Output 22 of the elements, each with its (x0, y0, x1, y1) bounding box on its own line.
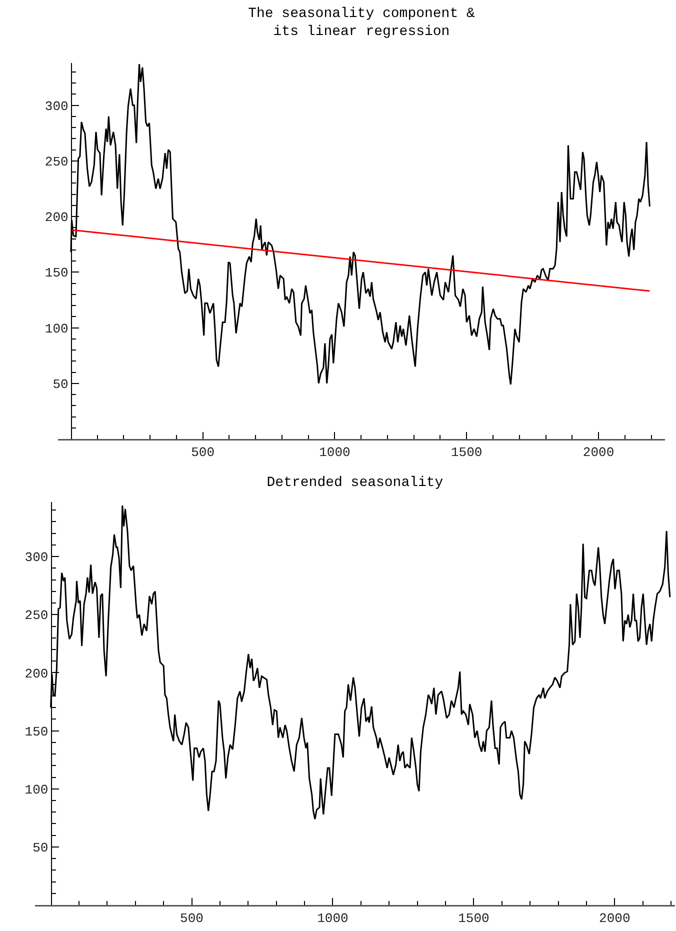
x-tick-label: 1000 (319, 445, 350, 460)
y-tick-label: 300 (44, 98, 68, 114)
y-tick-label: 250 (24, 608, 48, 624)
y-tick-label: 100 (44, 321, 68, 336)
y-tick-label: 150 (24, 724, 48, 740)
x-tick-label: 2000 (582, 445, 614, 460)
y-tick-label: 50 (52, 376, 68, 392)
y-tick-label: 300 (24, 550, 48, 566)
y-tick-label: 50 (32, 840, 48, 856)
y-tick-label: 250 (44, 154, 68, 170)
x-tick-label: 2000 (599, 911, 630, 926)
chart-title: Detrended seasonality (266, 474, 444, 491)
y-tick-label: 100 (24, 782, 48, 798)
y-tick-label: 150 (44, 266, 68, 281)
x-tick-label: 500 (191, 445, 215, 460)
x-tick-label: 1000 (317, 911, 348, 926)
chart-title: The seasonality component & its linear regression (248, 6, 476, 40)
x-tick-label: 1500 (451, 445, 482, 460)
y-tick-label: 200 (44, 210, 68, 226)
x-tick-label: 500 (180, 911, 204, 926)
x-tick-label: 1500 (458, 911, 490, 926)
y-tick-label: 200 (24, 666, 48, 682)
